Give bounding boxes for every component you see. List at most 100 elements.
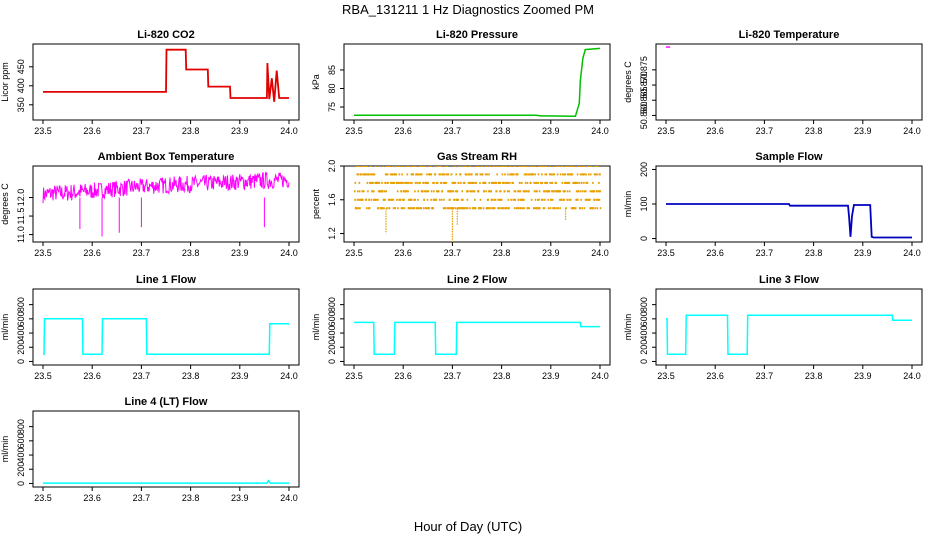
series-point (426, 173, 428, 176)
series-point (512, 166, 515, 167)
series-point (426, 190, 428, 193)
x-tick-label: 23.5 (657, 371, 675, 381)
series-point (593, 173, 596, 176)
series-point (413, 207, 416, 210)
series-point (518, 190, 520, 193)
y-tick-label: 400 (16, 326, 26, 341)
series-point (524, 166, 527, 167)
series-point (479, 173, 482, 176)
y-axis-label: ml/min (623, 191, 633, 218)
series-point (585, 198, 588, 201)
y-tick-label: 11.0 (16, 226, 26, 243)
series-point (477, 166, 479, 167)
series-point (502, 181, 505, 184)
y-tick-label: 0 (16, 481, 26, 486)
x-tick-label: 23.6 (706, 126, 724, 136)
series-point (387, 181, 389, 184)
series-point (466, 207, 469, 210)
series-point (575, 181, 577, 184)
series-point (430, 166, 432, 167)
series-point (446, 166, 448, 167)
y-tick-label: 800 (327, 297, 337, 312)
series-point (358, 198, 360, 201)
series-point (417, 198, 419, 201)
series-point (443, 198, 445, 201)
series-point (593, 190, 595, 193)
series-point (456, 190, 459, 193)
plot-frame (343, 165, 611, 243)
series-point (560, 198, 563, 201)
series-point (514, 198, 516, 201)
series-point (599, 173, 601, 176)
series-point (544, 198, 546, 201)
series-point (403, 207, 406, 210)
y-tick-label: 50.875 (639, 56, 649, 84)
series-point (413, 198, 415, 201)
series-point (450, 190, 452, 193)
x-tick-label: 23.8 (805, 126, 823, 136)
y-axis-label: ml/min (311, 314, 321, 341)
series-point (519, 207, 521, 210)
x-tick-label: 24.0 (280, 493, 298, 503)
series-point (488, 173, 490, 176)
series-point (527, 207, 529, 210)
series-point (410, 198, 413, 201)
panels-group: Li-820 CO2 Licor ppm 23.5 23.6 23.7 23.8 23.9 2… (0, 29, 923, 503)
y-tick-label: 800 (16, 419, 26, 434)
panel-5: Gas Stream RH percent 23.5 23.6 23.7 23.8 23.9… (311, 151, 611, 258)
series-point (452, 207, 455, 210)
x-tick-label: 24.0 (591, 371, 609, 381)
series-point (401, 173, 403, 176)
panel-title: Line 4 (LT) Flow (125, 396, 208, 408)
panel-2: Li-820 Pressure kPa 23.5 23.6 23.7 23.8 23.9 24… (311, 29, 611, 136)
figure-x-axis-label: Hour of Day (UTC) (414, 519, 522, 534)
series-point (375, 166, 377, 167)
plot-frame (343, 43, 611, 121)
series-point (373, 198, 375, 201)
plot-frame (655, 43, 923, 121)
series-point (568, 190, 571, 193)
series-point (579, 207, 582, 210)
series-point (397, 207, 399, 210)
series-point (510, 198, 512, 201)
series-point (362, 173, 365, 176)
panel-3: Li-820 Temperature degrees C 23.5 23.6 23.7 2… (623, 29, 923, 136)
series-point (506, 190, 509, 193)
series-point (455, 173, 457, 176)
series-point (544, 166, 547, 167)
series-point (569, 198, 572, 201)
series-point (503, 190, 506, 193)
y-tick-label: 600 (16, 433, 26, 448)
series-point (507, 173, 509, 176)
series-point (509, 173, 511, 176)
series-point (551, 190, 553, 193)
series-point (540, 166, 543, 167)
y-tick-label: 2.0 (327, 160, 337, 173)
series-point (592, 181, 594, 184)
series-point (454, 207, 457, 210)
series-point (423, 198, 425, 201)
series-point (361, 190, 363, 193)
series-point (392, 181, 394, 184)
x-tick-label: 23.7 (756, 126, 774, 136)
y-tick-label: 50.860 (639, 102, 649, 130)
x-tick-label: 23.7 (133, 126, 151, 136)
series-point (426, 198, 429, 201)
series-point (377, 207, 380, 210)
x-tick-label: 23.8 (805, 371, 823, 381)
series-point (416, 207, 419, 210)
x-tick-label: 23.6 (394, 248, 412, 258)
series-point (391, 173, 394, 176)
series-point (449, 207, 452, 210)
y-tick-label: 50.865 (639, 86, 649, 114)
panel-title: Line 1 Flow (136, 274, 196, 286)
series-point (495, 190, 498, 193)
series-point (521, 207, 524, 210)
series-point (377, 198, 379, 201)
series-point (492, 207, 495, 210)
series-point (446, 207, 449, 210)
x-tick-label: 23.9 (542, 248, 560, 258)
series-point (533, 190, 536, 193)
series-point (538, 198, 540, 201)
